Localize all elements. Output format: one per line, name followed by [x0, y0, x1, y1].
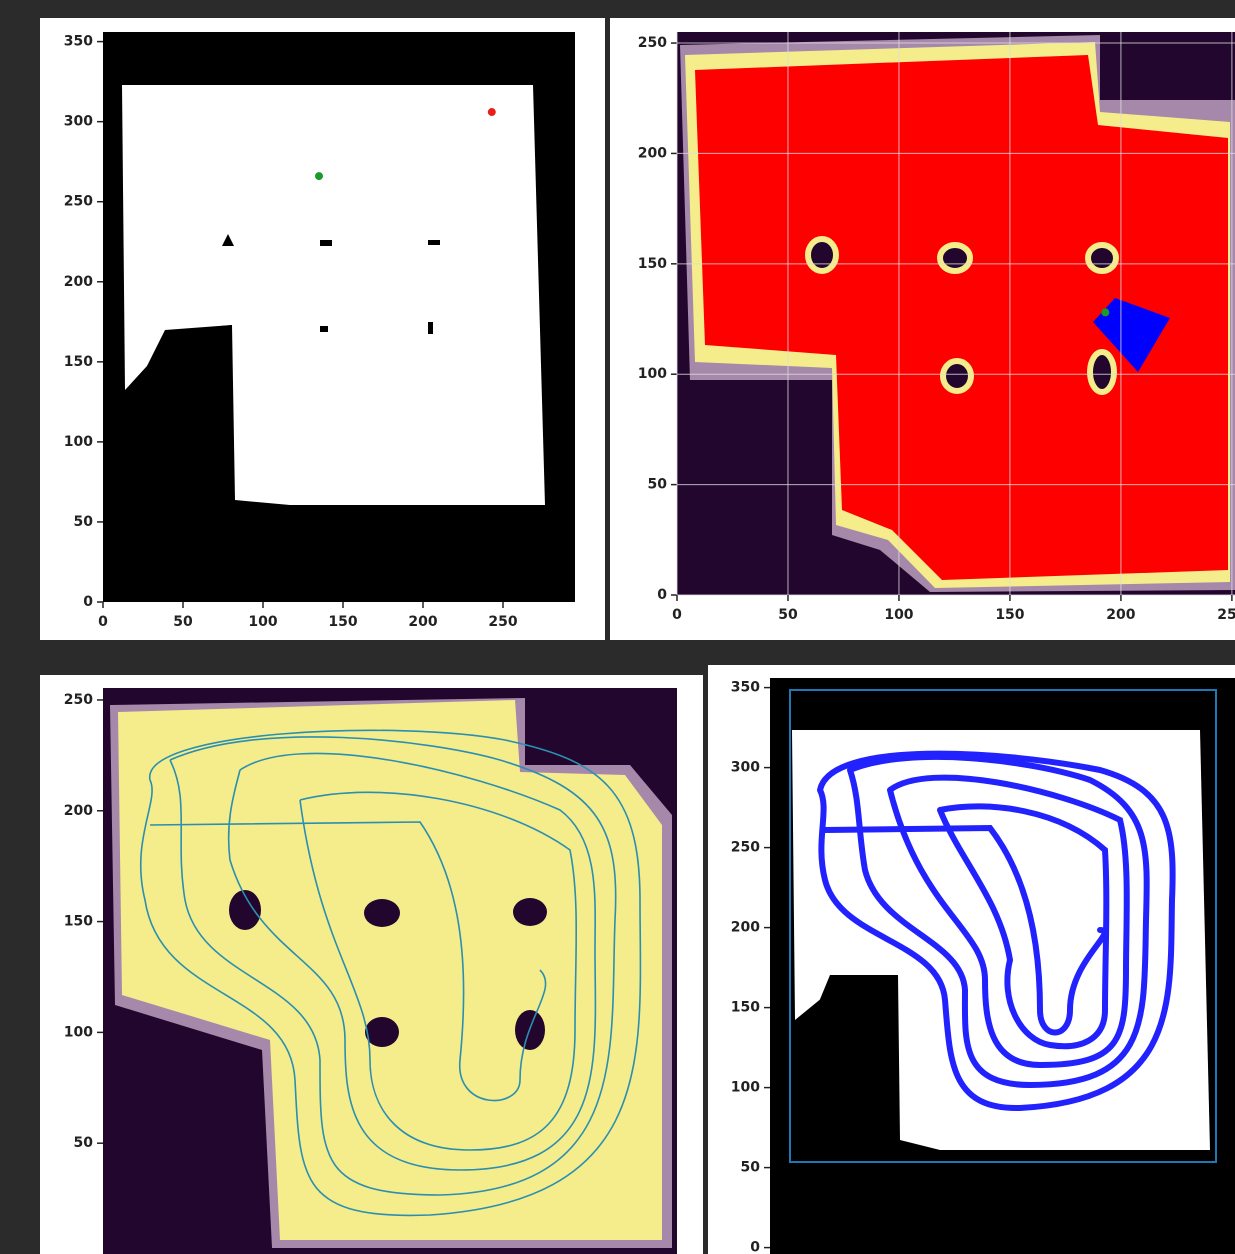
y-tick-label: 50 [74, 514, 94, 530]
y-tick-label: 250 [731, 840, 760, 856]
x-tick-label: 100 [248, 614, 277, 630]
y-tick-label: 50 [741, 1160, 761, 1176]
y-tick-label: 0 [750, 1240, 760, 1254]
y-tick-label: 250 [638, 35, 667, 51]
y-tick-label: 250 [64, 194, 93, 210]
y-tick-label: 350 [64, 34, 93, 50]
y-tick-label: 150 [731, 1000, 760, 1016]
y-tick-label: 250 [64, 692, 93, 708]
x-tick-label: 0 [672, 607, 682, 623]
x-tick-label: 150 [328, 614, 357, 630]
x-tick-label: 50 [778, 607, 798, 623]
x-tick-label: 200 [1106, 607, 1135, 623]
x-tick-label: 50 [173, 614, 193, 630]
x-tick-label: 250 [488, 614, 517, 630]
x-tick-label: 100 [884, 607, 913, 623]
y-tick-label: 50 [74, 1135, 94, 1151]
y-tick-label: 150 [638, 256, 667, 272]
y-tick-label: 150 [64, 354, 93, 370]
y-tick-label: 100 [64, 434, 93, 450]
y-tick-label: 100 [64, 1024, 93, 1040]
x-tick-label: 0 [98, 614, 108, 630]
y-tick-label: 200 [638, 145, 667, 161]
y-tick-label: 200 [731, 920, 760, 936]
y-tick-label: 150 [64, 914, 93, 930]
y-tick-label: 300 [731, 760, 760, 776]
x-tick-label: 150 [995, 607, 1024, 623]
screenshot: 0 50 100 150 200 250 300 350 0 50 100 150 200 250 0 50 1… [0, 0, 1235, 1254]
y-tick-label: 0 [657, 587, 667, 603]
x-tick-label: 250 [1217, 607, 1235, 623]
y-tick-label: 50 [648, 477, 668, 493]
y-tick-label: 300 [64, 114, 93, 130]
point [1101, 308, 1109, 316]
point [488, 108, 496, 116]
x-tick-label: 200 [408, 614, 437, 630]
y-tick-label: 200 [64, 803, 93, 819]
y-tick-label: 200 [64, 274, 93, 290]
point [315, 172, 323, 180]
y-tick-label: 0 [83, 594, 93, 610]
y-tick-label: 100 [638, 366, 667, 382]
y-tick-label: 350 [731, 680, 760, 696]
y-tick-label: 100 [731, 1080, 760, 1096]
